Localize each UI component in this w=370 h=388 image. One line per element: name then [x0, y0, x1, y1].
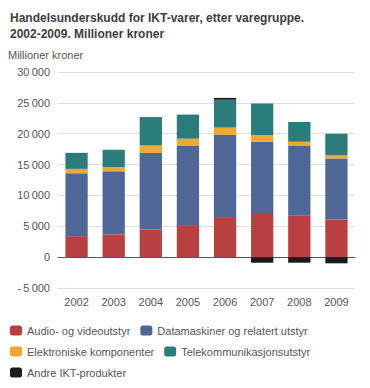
svg-text:10 000: 10 000	[17, 189, 50, 201]
svg-text:15 000: 15 000	[17, 159, 50, 171]
svg-text:Andre IKT-produkter: Andre IKT-produkter	[27, 367, 126, 379]
svg-text:Audio- og videoutstyr: Audio- og videoutstyr	[27, 325, 131, 337]
svg-text:2002: 2002	[64, 296, 88, 308]
svg-text:2003: 2003	[101, 296, 125, 308]
svg-text:0: 0	[44, 251, 50, 263]
svg-text:Millioner kroner: Millioner kroner	[8, 49, 84, 61]
svg-text:Elektroniske komponenter: Elektroniske komponenter	[27, 346, 155, 358]
svg-text:25 000: 25 000	[17, 97, 50, 109]
svg-text:2006: 2006	[213, 296, 237, 308]
svg-text:30 000: 30 000	[17, 66, 50, 78]
svg-text:Handelsunderskudd for IKT-vare: Handelsunderskudd for IKT-varer, etter v…	[10, 11, 304, 25]
svg-text:2008: 2008	[287, 296, 311, 308]
svg-text:20 000: 20 000	[17, 128, 50, 140]
svg-text:2002-2009. Millioner kroner: 2002-2009. Millioner kroner	[10, 27, 164, 41]
svg-text:2004: 2004	[139, 296, 163, 308]
svg-text:2005: 2005	[176, 296, 200, 308]
svg-text:2007: 2007	[250, 296, 274, 308]
svg-text:Telekommunikasjonsutstyr: Telekommunikasjonsutstyr	[181, 346, 310, 358]
svg-text:Datamaskiner og relatert utsty: Datamaskiner og relatert utstyr	[157, 325, 308, 337]
svg-text:2009: 2009	[324, 296, 348, 308]
svg-text:- 5 000: - 5 000	[17, 282, 50, 294]
svg-text:5 000: 5 000	[23, 220, 50, 232]
